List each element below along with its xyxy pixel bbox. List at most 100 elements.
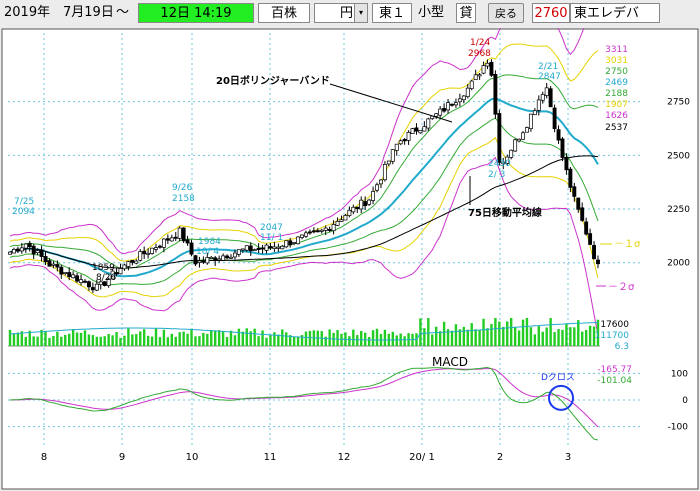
candle-body bbox=[367, 199, 372, 205]
candle-body bbox=[580, 207, 585, 221]
candle-body bbox=[426, 118, 431, 129]
volume-bar bbox=[20, 331, 24, 346]
band-mid-line bbox=[9, 97, 599, 278]
volume-bar bbox=[12, 333, 16, 346]
volume-bar bbox=[553, 332, 556, 346]
candle-body bbox=[197, 260, 202, 263]
volume-bar bbox=[592, 326, 596, 346]
volume-bar bbox=[454, 324, 458, 346]
point-annotation: 2047 bbox=[260, 223, 283, 233]
candle-body bbox=[304, 232, 308, 237]
candle-body bbox=[548, 88, 553, 108]
band-plus-2sigma bbox=[9, 43, 599, 262]
candle-body bbox=[505, 156, 510, 164]
volume-bar bbox=[79, 332, 83, 346]
volume-bar bbox=[573, 327, 576, 346]
candle-body bbox=[185, 239, 190, 244]
candle-body bbox=[252, 249, 257, 252]
point-annotation: 2968 bbox=[468, 49, 491, 59]
candle-body bbox=[225, 255, 229, 259]
candle-body bbox=[31, 245, 36, 255]
band-legend-value: 1907 bbox=[605, 100, 628, 110]
candle-body bbox=[11, 249, 16, 254]
candle-body bbox=[414, 127, 419, 132]
volume-bar bbox=[431, 334, 434, 346]
volume-bar bbox=[40, 329, 43, 346]
price-tick-label: 2500 bbox=[667, 151, 690, 161]
candle-body bbox=[493, 74, 498, 115]
volume-bar bbox=[403, 336, 406, 346]
candle-body bbox=[268, 246, 273, 249]
candles bbox=[8, 59, 600, 294]
price-tick-label: 2250 bbox=[667, 205, 690, 215]
candle-body bbox=[292, 242, 297, 244]
chevron-down-icon[interactable]: ▾ bbox=[354, 4, 367, 22]
candle-body bbox=[158, 245, 162, 248]
candle-body bbox=[130, 260, 135, 263]
ma75-callout: 75日移動平均線 bbox=[468, 206, 542, 219]
volume-bar bbox=[150, 336, 154, 346]
volume-bar bbox=[486, 328, 489, 346]
volume-bar bbox=[352, 329, 355, 346]
candle-body bbox=[39, 249, 44, 257]
volume-bar bbox=[24, 337, 27, 346]
volume-bar bbox=[107, 334, 110, 346]
volume-bar bbox=[225, 337, 229, 346]
candle-body bbox=[450, 103, 454, 106]
candle-body bbox=[375, 184, 379, 191]
volume-bar bbox=[360, 330, 363, 346]
point-annotation: 7/25 bbox=[14, 197, 34, 207]
candle-body bbox=[331, 224, 336, 232]
volume-bar bbox=[194, 336, 197, 346]
start-year: 2019年 bbox=[4, 5, 51, 20]
point-annotation: 2094 bbox=[12, 207, 35, 217]
candle-body bbox=[501, 161, 506, 165]
candle-body bbox=[19, 247, 24, 252]
volume-bar bbox=[498, 321, 501, 346]
point-annotation: 10/ 4 bbox=[196, 247, 219, 257]
volume-bar bbox=[170, 333, 173, 346]
point-annotation: 2847 bbox=[538, 72, 561, 82]
volume-bar bbox=[533, 334, 537, 346]
volume-bar bbox=[115, 332, 118, 346]
volume-bar bbox=[174, 336, 177, 346]
candle-body bbox=[390, 149, 395, 162]
point-annotation: 9/26 bbox=[172, 183, 192, 193]
volume-bar bbox=[56, 331, 59, 346]
candle-body bbox=[193, 255, 198, 265]
candle-body bbox=[236, 249, 241, 255]
band-legend-value: 3311 bbox=[605, 45, 628, 55]
candle-body bbox=[560, 138, 565, 158]
volume-bars bbox=[8, 318, 600, 346]
macd-legend-value: -101.04 bbox=[597, 376, 632, 386]
candle-body bbox=[35, 250, 40, 253]
volume-bar bbox=[217, 330, 221, 346]
size-label: 小型 bbox=[418, 5, 445, 20]
volume-bar bbox=[64, 334, 67, 346]
candle-body bbox=[98, 281, 103, 286]
volume-bar bbox=[28, 330, 31, 346]
volume-bar bbox=[482, 318, 485, 346]
volume-bar bbox=[423, 328, 426, 346]
back-button[interactable]: 戻る bbox=[488, 3, 524, 23]
volume-bar bbox=[541, 331, 544, 346]
band-legend-value: 2188 bbox=[605, 89, 628, 99]
volume-bar bbox=[581, 331, 584, 346]
candle-body bbox=[556, 129, 561, 141]
volume-bar bbox=[509, 318, 513, 346]
candle-body bbox=[339, 219, 344, 222]
volume-bar bbox=[588, 325, 592, 346]
volume-bar bbox=[166, 337, 170, 346]
volume-ma-line bbox=[9, 322, 599, 341]
candle-body bbox=[181, 227, 186, 242]
candle-body bbox=[576, 197, 581, 210]
candle-body bbox=[300, 234, 304, 238]
candle-body bbox=[296, 236, 301, 245]
volume-bar bbox=[91, 335, 95, 346]
candle-body bbox=[528, 113, 533, 129]
volume-bar bbox=[557, 329, 560, 346]
period-field[interactable]: 12日 14:19 bbox=[138, 3, 254, 23]
volume-bar bbox=[162, 329, 166, 346]
volume-bar bbox=[474, 329, 477, 346]
currency-select[interactable]: 円 ▾ bbox=[314, 3, 368, 23]
